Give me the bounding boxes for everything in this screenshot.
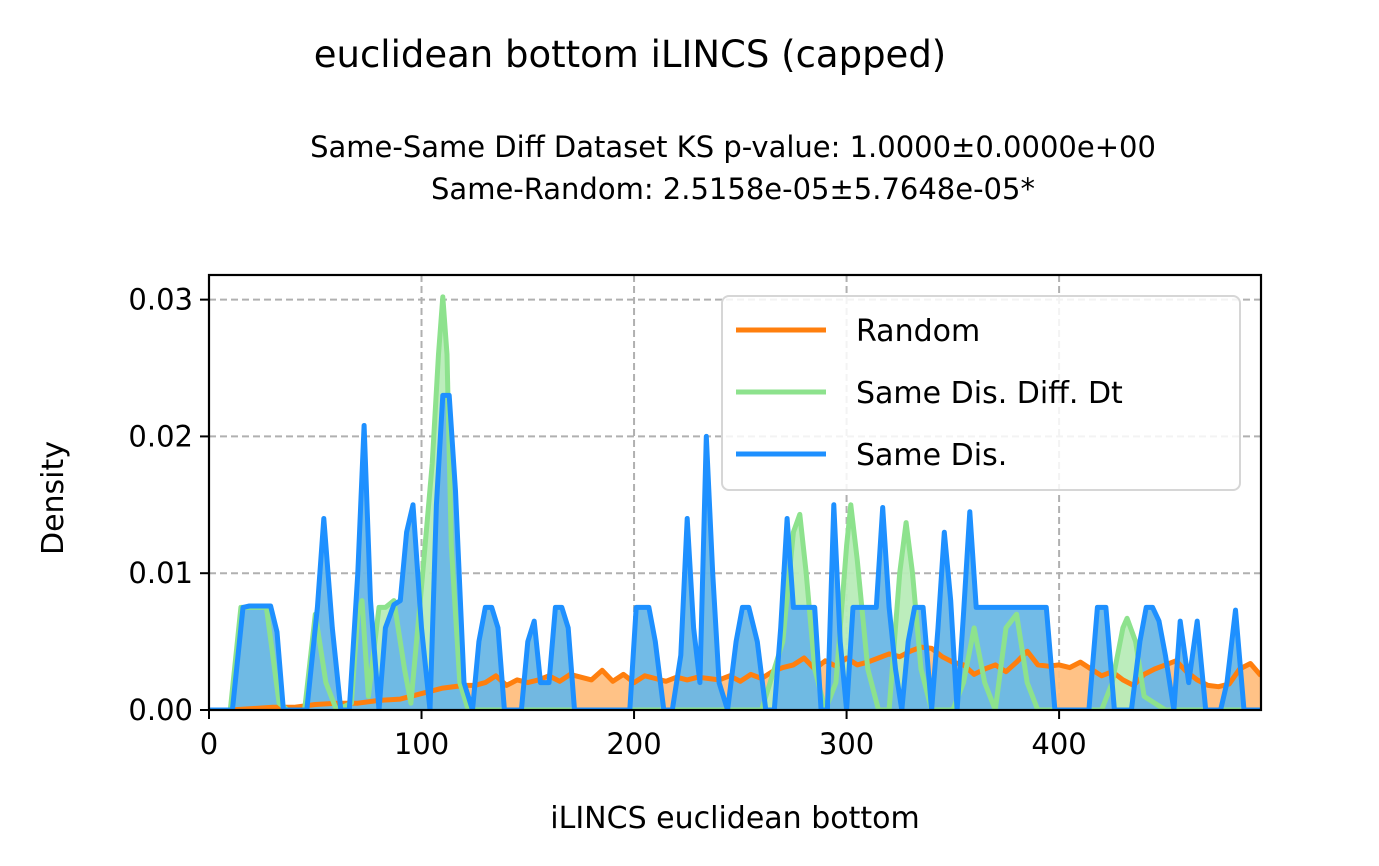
y-axis-label: Density (36, 441, 71, 555)
legend: Random Same Dis. Diff. Dt Same Dis. (721, 295, 1241, 491)
chart-subtitle-line2: Same-Random: 2.5158e-05±5.7648e-05* (431, 172, 1035, 206)
y-tick-label: 0.01 (128, 556, 193, 590)
x-tick-label: 0 (200, 727, 218, 761)
series-area-same-dis (209, 395, 1261, 710)
x-tick-label: 400 (1031, 727, 1086, 761)
plot-series (209, 294, 1261, 710)
x-axis-label: iLINCS euclidean bottom (550, 801, 919, 836)
x-tick-label: 100 (394, 727, 449, 761)
legend-label-same-dis-diff-dt: Same Dis. Diff. Dt (856, 376, 1123, 411)
x-tick-label: 300 (819, 727, 874, 761)
x-tick-label: 200 (606, 727, 661, 761)
plot-area (209, 294, 1261, 710)
legend-label-same-dis: Same Dis. (856, 438, 1007, 473)
y-tick-label: 0.02 (128, 419, 193, 453)
plot-frame (207, 273, 1263, 712)
axes: 0 100 200 300 400 0.00 0.01 0.02 0.03 (128, 273, 1263, 761)
chart-subtitle-line1: Same-Same Diff Dataset KS p-value: 1.000… (310, 130, 1156, 164)
series-line-same-dis (209, 392, 1261, 710)
chart-title: euclidean bottom iLINCS (capped) (314, 33, 947, 76)
series-line-same-dis-diff-dt (227, 294, 1261, 710)
legend-box (721, 295, 1241, 491)
y-tick-label: 0.00 (128, 693, 193, 727)
y-tick-label: 0.03 (128, 283, 193, 317)
series-line-random (209, 644, 1261, 710)
legend-label-random: Random (856, 314, 980, 349)
